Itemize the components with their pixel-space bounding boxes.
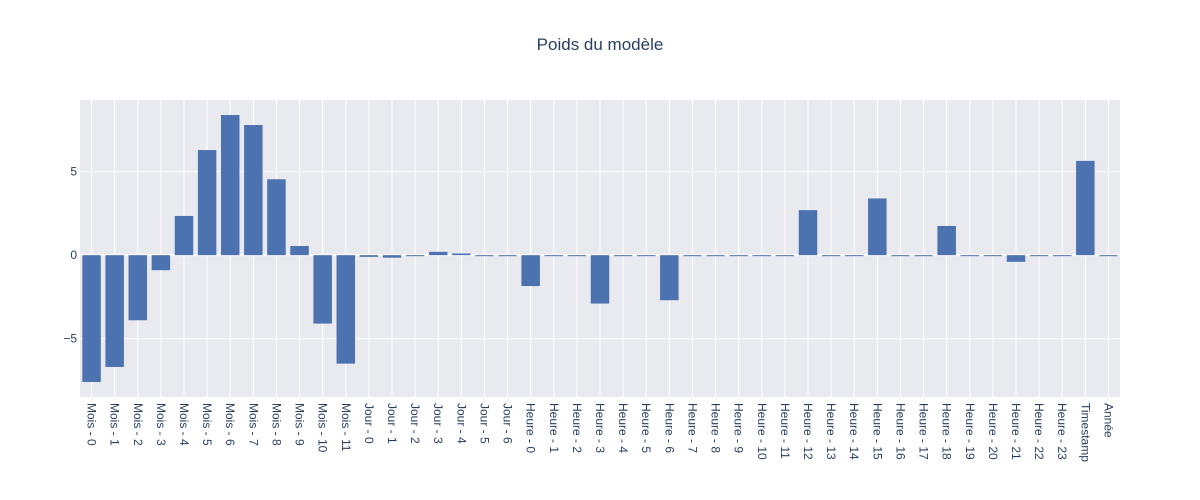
bar	[636, 255, 656, 257]
x-tick-label: Heure - 7	[685, 403, 699, 453]
x-tick-label: Mois - 1	[108, 403, 122, 446]
x-tick-label: Heure - 14	[847, 403, 861, 460]
bar	[775, 255, 795, 257]
bar	[128, 255, 148, 321]
x-tick-label: Heure - 0	[524, 403, 538, 453]
x-tick-label: Mois - 3	[154, 403, 168, 446]
bar	[1052, 255, 1072, 257]
x-tick-label: Jour - 6	[501, 403, 515, 444]
x-tick-label: Heure - 11	[778, 403, 792, 459]
bar	[821, 255, 841, 257]
bar	[983, 255, 1003, 257]
x-tick-label: Heure - 17	[917, 403, 931, 460]
bar	[336, 255, 356, 364]
bar	[1006, 255, 1026, 262]
bar	[868, 198, 887, 256]
x-tick-label: Heure - 9	[732, 403, 746, 453]
chart-title: Poids du modèle	[537, 35, 664, 54]
bar	[590, 255, 610, 304]
x-tick-label: Heure - 19	[963, 403, 977, 460]
bar	[960, 255, 980, 257]
x-tick-label: Mois - 11	[339, 403, 353, 452]
x-tick-label: Heure - 20	[986, 403, 1000, 460]
bar	[660, 255, 679, 301]
bar	[475, 255, 494, 257]
plot-area: −5 0 5 Mois - 0 Mois - 1 Mois - 2 Mois - 3 Mois…	[63, 100, 1120, 462]
bar	[544, 255, 564, 257]
bar	[798, 210, 818, 256]
bar	[105, 255, 124, 367]
bar	[174, 215, 194, 256]
bar	[683, 255, 702, 257]
bar	[567, 255, 587, 257]
bar	[220, 115, 240, 256]
x-tick-label: Jour - 0	[362, 403, 376, 444]
x-tick-label: Heure - 8	[709, 403, 723, 453]
x-tick-label: Mois - 10	[316, 403, 330, 453]
x-tick-label: Heure - 22	[1032, 403, 1046, 460]
x-tick-label: Jour - 2	[408, 403, 422, 444]
bar	[428, 251, 448, 256]
x-tick-label: Mois - 2	[131, 403, 145, 446]
bar	[706, 255, 725, 257]
y-tick-label: 0	[70, 248, 77, 262]
x-tick-label: Mois - 8	[269, 403, 283, 446]
x-tick-label: Mois - 9	[293, 403, 307, 446]
bar	[498, 255, 517, 257]
x-tick-label: Heure - 10	[755, 403, 769, 460]
x-tick-label: Jour - 3	[431, 403, 445, 444]
bar	[197, 150, 217, 256]
x-tick-label: Mois - 7	[246, 403, 260, 446]
x-tick-label: Mois - 5	[200, 403, 214, 446]
x-tick-label: Heure - 2	[570, 403, 584, 453]
bar	[1099, 255, 1118, 257]
bar	[452, 253, 471, 256]
x-tick-label: Heure - 21	[1009, 403, 1023, 460]
bar	[752, 255, 772, 257]
x-tick-label: Année	[1101, 403, 1115, 438]
bar	[313, 255, 332, 324]
bar	[82, 255, 101, 382]
bar	[290, 245, 309, 256]
bar	[1029, 255, 1049, 257]
x-tick-label: Heure - 12	[801, 403, 815, 460]
x-tick-label: Heure - 3	[593, 403, 607, 453]
x-tick-label: Heure - 5	[639, 403, 653, 453]
bar	[729, 255, 748, 257]
x-tick-label: Jour - 5	[477, 403, 491, 444]
bar	[405, 255, 425, 257]
x-tick-label: Jour - 1	[385, 403, 399, 444]
bar	[844, 255, 864, 257]
bar	[521, 255, 540, 287]
x-tick-label: Heure - 18	[940, 403, 954, 460]
bar	[382, 255, 402, 258]
x-tick-label: Timestamp	[1078, 403, 1092, 462]
bar	[151, 255, 171, 271]
x-tick-label: Heure - 13	[824, 403, 838, 460]
x-tick-label: Jour - 4	[454, 403, 468, 444]
bar	[267, 179, 286, 256]
x-tick-label: Mois - 4	[177, 403, 191, 446]
bar	[891, 255, 910, 257]
x-tick-label: Heure - 23	[1055, 403, 1069, 460]
bar	[613, 255, 633, 257]
x-tick-label: Heure - 6	[662, 403, 676, 453]
x-tick-label: Mois - 6	[223, 403, 237, 446]
bar	[244, 125, 263, 256]
bar	[1076, 160, 1095, 256]
x-tick-label: Heure - 16	[893, 403, 907, 460]
bar	[937, 225, 956, 256]
x-tick-label: Heure - 15	[870, 403, 884, 460]
bar	[359, 255, 379, 257]
x-tick-label: Heure - 4	[616, 403, 630, 453]
bar	[914, 255, 933, 257]
y-tick-label: −5	[63, 332, 77, 346]
y-tick-label: 5	[70, 165, 77, 179]
x-tick-label: Heure - 1	[547, 403, 561, 453]
x-tick-label: Mois - 0	[85, 403, 99, 446]
